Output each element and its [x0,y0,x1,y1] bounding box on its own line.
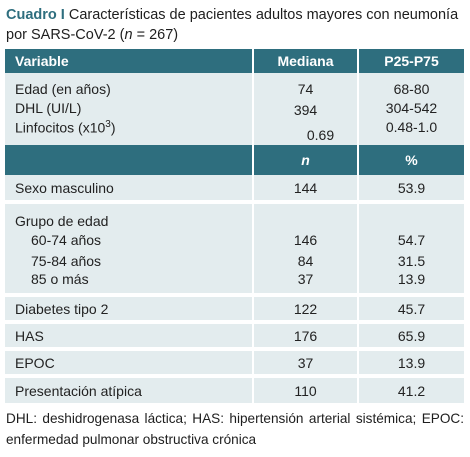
caption-label: Cuadro I [6,7,65,23]
row-group-title: Grupo de edad [5,200,253,229]
table-row: HAS 176 65.9 [5,320,464,349]
table-row: DHL (UI/L) 394 304-542 [5,97,464,119]
header-percentile: P25-P75 [357,49,464,73]
header-row: Variable Mediana P25-P75 [5,49,464,73]
row-pct: 13.9 [357,271,464,295]
table-row: Presentación atípica 110 41.2 [5,374,464,403]
row-range: 0.48-1.0 [357,119,464,145]
table-row: 85 o más 37 13.9 [5,271,464,295]
lymph-sup: 3 [105,119,111,130]
row-pct: 41.2 [357,374,464,403]
row-pct: 54.7 [357,229,464,250]
table-row: Linfocitos (x103) 0.69 0.48-1.0 [5,119,464,145]
lymph-label: Linfocitos (x10 [15,119,106,136]
row-n: 84 [252,250,358,271]
caption-n: n [124,27,133,43]
caption-text-end: = 267) [132,27,179,43]
row-n: 146 [252,229,358,250]
empty-cell [252,200,358,229]
row-label: Diabetes tipo 2 [5,293,253,322]
empty-cell [357,200,464,229]
header-median: Mediana [252,49,358,73]
row-label: Sexo masculino [5,175,253,202]
table-caption: Cuadro I Características de pacientes ad… [6,5,464,45]
row-n: 122 [252,293,358,322]
row-n: 37 [252,271,358,295]
table-row: 75-84 años 84 31.5 [5,250,464,271]
row-range: 304-542 [357,97,464,119]
row-range: 68-80 [357,73,464,97]
row-label: DHL (UI/L) [5,97,253,119]
row-pct: 31.5 [357,250,464,271]
characteristics-table: Variable Mediana P25-P75 Edad (en años) … [5,49,464,403]
row-label: 60-74 años [5,229,253,250]
row-median: 394 [252,97,358,119]
table-row: Sexo masculino 144 53.9 [5,175,464,202]
header-variable: Variable [5,49,253,73]
header-empty [5,145,253,175]
row-pct: 53.9 [357,175,464,202]
header-n: n [252,145,358,175]
row-label: Linfocitos (x103) [5,119,253,145]
row-median: 74 [252,73,358,97]
row-pct: 45.7 [357,293,464,322]
header-row-2: n % [5,145,464,175]
caption-text: Características de pacientes adultos may… [6,7,459,43]
row-pct: 13.9 [357,347,464,376]
lymph-label-end: ) [110,119,116,136]
table-row: 60-74 años 146 54.7 [5,229,464,250]
table-row: Edad (en años) 74 68-80 [5,73,464,97]
table-row: Diabetes tipo 2 122 45.7 [5,293,464,322]
row-label: 85 o más [5,271,253,295]
row-n: 37 [252,347,358,376]
row-median: 0.69 [252,119,358,145]
table-row: EPOC 37 13.9 [5,347,464,376]
row-n: 144 [252,175,358,202]
row-label: Presentación atípica [5,374,253,403]
row-label: 75-84 años [5,250,253,271]
table-footnote: DHL: deshidrogenasa láctica; HAS: hipert… [6,411,464,447]
row-n: 176 [252,320,358,349]
header-pct: % [357,145,464,175]
row-label: EPOC [5,347,253,376]
row-n: 110 [252,374,358,403]
row-label: HAS [5,320,253,349]
row-label: Edad (en años) [5,73,253,97]
table-row: Grupo de edad [5,200,464,229]
row-pct: 65.9 [357,320,464,349]
